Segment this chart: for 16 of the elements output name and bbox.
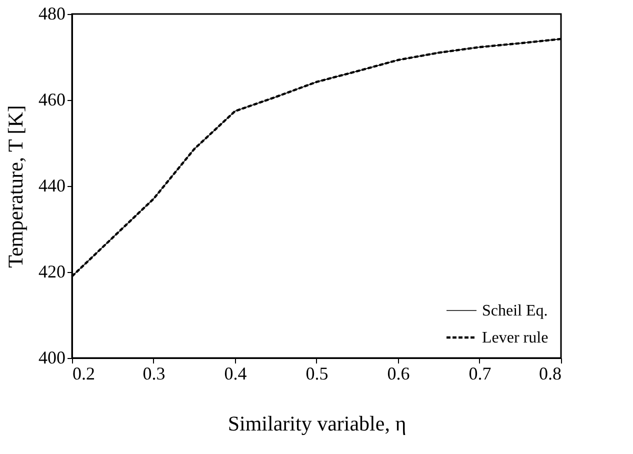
x-tick-label: 0.4 bbox=[224, 364, 247, 384]
x-tick-label: 0.8 bbox=[539, 364, 562, 384]
y-axis-title: Temperature, T [K] bbox=[4, 105, 28, 268]
y-tick-label: 400 bbox=[38, 348, 66, 368]
y-tick-label: 420 bbox=[38, 262, 66, 282]
x-tick-label: 0.2 bbox=[72, 364, 95, 384]
y-tick-label: 460 bbox=[38, 90, 66, 110]
legend-label: Scheil Eq. bbox=[482, 302, 548, 320]
x-axis-title: Similarity variable, η bbox=[228, 412, 406, 436]
x-tick-label: 0.6 bbox=[387, 364, 410, 384]
y-tick-label: 440 bbox=[38, 176, 66, 196]
legend-label: Lever rule bbox=[482, 330, 548, 346]
x-tick-label: 0.3 bbox=[142, 364, 166, 384]
x-tick-label: 0.7 bbox=[468, 364, 492, 384]
y-tick-label: 480 bbox=[38, 4, 66, 24]
x-tick-label: 0.5 bbox=[306, 364, 328, 384]
